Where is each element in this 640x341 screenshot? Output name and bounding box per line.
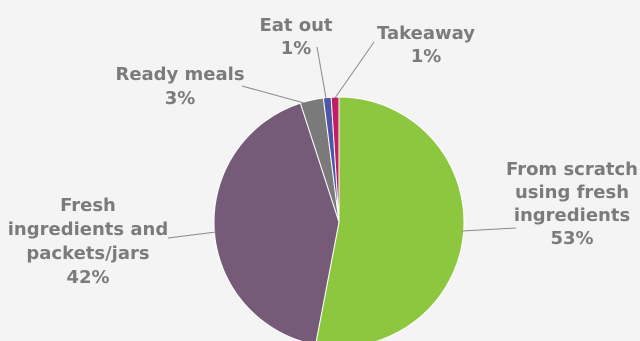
category-label-line: From scratch: [506, 159, 638, 180]
data-label-ready-meals: Ready meals 3%: [115, 64, 244, 109]
category-label-line: Takeaway: [377, 23, 475, 44]
pie-slice-fresh-and-packets: [213, 102, 340, 341]
percent-label: 42%: [66, 267, 109, 288]
percent-label: 53%: [550, 228, 593, 249]
data-label-fresh-and-packets: Fresh ingredients and packets/jars 42%: [8, 195, 168, 288]
category-label-line: Ready meals: [115, 64, 244, 85]
leader-line-from-scratch: [461, 227, 517, 232]
category-label-line: using fresh: [515, 182, 629, 203]
percent-label: 3%: [165, 88, 196, 109]
percent-label: 1%: [281, 38, 312, 59]
data-label-takeaway: Takeaway 1%: [377, 23, 475, 67]
category-label-line: ingredients: [514, 205, 630, 226]
data-label-eat-out: Eat out 1%: [259, 15, 332, 59]
leader-line-fresh-and-packets: [167, 231, 217, 239]
data-label-from-scratch: From scratch using fresh ingredients 53%: [506, 159, 638, 249]
category-label-line: ingredients and: [8, 219, 168, 240]
leader-line-takeaway: [334, 41, 375, 99]
percent-label: 1%: [411, 46, 442, 67]
category-label-line: Fresh: [60, 195, 116, 216]
leader-line-ready-meals: [241, 85, 305, 104]
category-label-line: packets/jars: [26, 243, 149, 264]
category-label-line: Eat out: [259, 15, 332, 36]
leader-line-eat-out: [316, 46, 327, 99]
pie-slice-from-scratch: [315, 96, 465, 341]
